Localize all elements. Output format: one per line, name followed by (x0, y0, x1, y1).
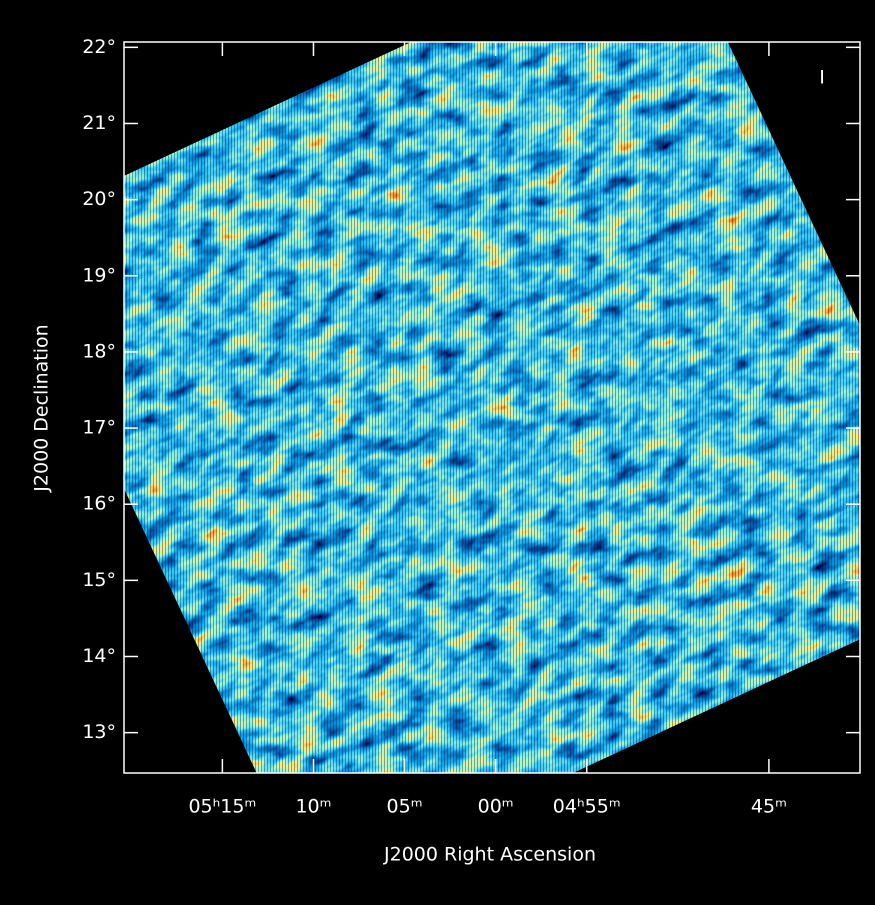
x-tick-label: 05ᵐ (387, 796, 423, 818)
y-tick-label: 13° (82, 721, 116, 743)
x-tick-label: 05ʰ15ᵐ (188, 796, 256, 818)
y-tick-label: 15° (82, 569, 116, 591)
x-tick-label: 00ᵐ (478, 796, 514, 818)
y-tick-label: 21° (82, 112, 116, 134)
x-tick-label: 10ᵐ (295, 796, 331, 818)
y-tick-label: 14° (82, 645, 116, 667)
y-tick-label: 18° (82, 340, 116, 362)
y-tick-label: 20° (82, 188, 116, 210)
y-tick-label: 19° (82, 264, 116, 286)
plot-frame (123, 41, 861, 774)
stokes-label: I (819, 67, 825, 89)
texture (124, 42, 860, 773)
y-tick-label: 17° (82, 417, 116, 439)
x-tick-label: 04ʰ55ᵐ (553, 796, 621, 818)
image (124, 42, 860, 773)
x-tick-label: 45ᵐ (751, 796, 787, 818)
y-tick-label: 16° (82, 493, 116, 515)
y-axis-label: J2000 Declination (31, 324, 53, 492)
x-axis-label: J2000 Right Ascension (383, 844, 596, 866)
y-tick-label: 22° (82, 36, 116, 58)
